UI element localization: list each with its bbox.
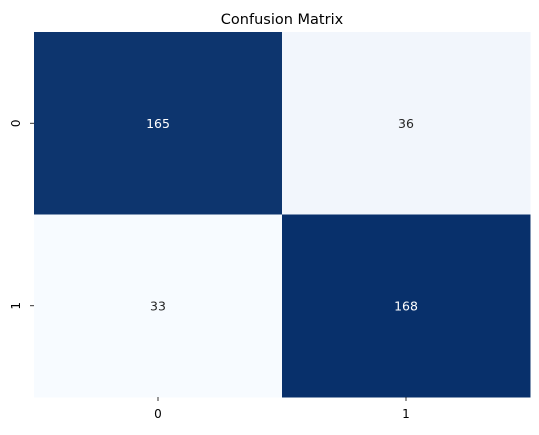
y-axis-ticks: 01 bbox=[9, 119, 34, 310]
y-tick-label-0: 0 bbox=[9, 119, 23, 127]
heatmap-cell-r1-c0 bbox=[34, 214, 283, 398]
x-tick-label-0: 0 bbox=[154, 407, 162, 421]
heatmap-cell-r0-c0 bbox=[34, 32, 283, 215]
heatmap-cells bbox=[34, 32, 531, 398]
cell-value-label-r1-c1: 168 bbox=[394, 298, 418, 313]
chart-title: Confusion Matrix bbox=[221, 12, 344, 28]
cell-value-label-r0-c0: 165 bbox=[146, 116, 170, 131]
cell-value-label-r1-c0: 33 bbox=[150, 298, 166, 313]
y-tick-label-1: 1 bbox=[9, 302, 23, 310]
x-tick-label-1: 1 bbox=[402, 407, 410, 421]
cell-value-label-r0-c1: 36 bbox=[398, 116, 414, 131]
cell-value-labels: 165 36 33 168 bbox=[146, 116, 418, 314]
heatmap-cell-r0-c1 bbox=[282, 32, 531, 215]
heatmap-cell-r1-c1 bbox=[282, 214, 531, 398]
